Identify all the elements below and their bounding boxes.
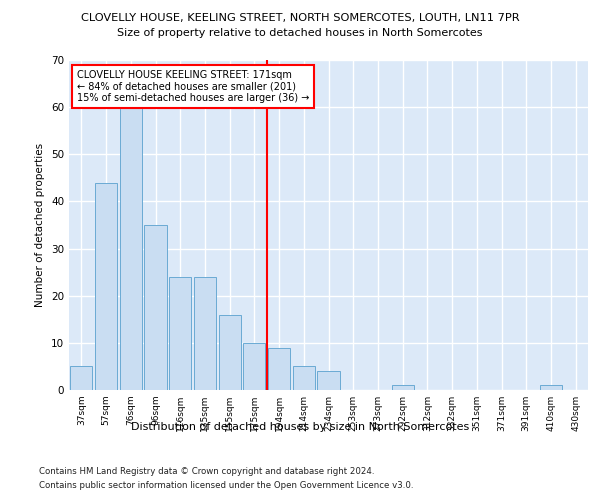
Bar	[392, 386, 414, 390]
Bar	[194, 277, 216, 390]
Bar	[95, 182, 117, 390]
Bar	[119, 93, 142, 390]
Text: CLOVELLY HOUSE KEELING STREET: 171sqm
← 84% of detached houses are smaller (201): CLOVELLY HOUSE KEELING STREET: 171sqm ← …	[77, 70, 309, 103]
Text: CLOVELLY HOUSE, KEELING STREET, NORTH SOMERCOTES, LOUTH, LN11 7PR: CLOVELLY HOUSE, KEELING STREET, NORTH SO…	[80, 12, 520, 22]
Y-axis label: Number of detached properties: Number of detached properties	[35, 143, 46, 307]
Text: Distribution of detached houses by size in North Somercotes: Distribution of detached houses by size …	[131, 422, 469, 432]
Bar	[317, 371, 340, 390]
Bar	[540, 386, 562, 390]
Bar	[293, 366, 315, 390]
Bar	[145, 225, 167, 390]
Bar	[243, 343, 265, 390]
Bar	[268, 348, 290, 390]
Text: Contains HM Land Registry data © Crown copyright and database right 2024.: Contains HM Land Registry data © Crown c…	[39, 468, 374, 476]
Bar	[169, 277, 191, 390]
Bar	[70, 366, 92, 390]
Bar	[218, 314, 241, 390]
Text: Contains public sector information licensed under the Open Government Licence v3: Contains public sector information licen…	[39, 481, 413, 490]
Text: Size of property relative to detached houses in North Somercotes: Size of property relative to detached ho…	[117, 28, 483, 38]
